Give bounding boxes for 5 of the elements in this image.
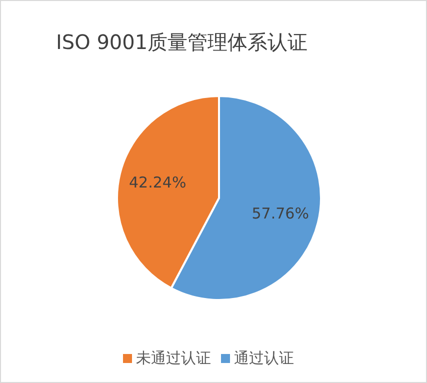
chart-title: ISO 9001质量管理体系认证 (56, 29, 308, 56)
data-label: 42.24% (129, 174, 186, 192)
legend-label: 未通过认证 (136, 349, 211, 367)
legend-label: 通过认证 (234, 349, 294, 367)
data-label: 57.76% (252, 204, 309, 222)
